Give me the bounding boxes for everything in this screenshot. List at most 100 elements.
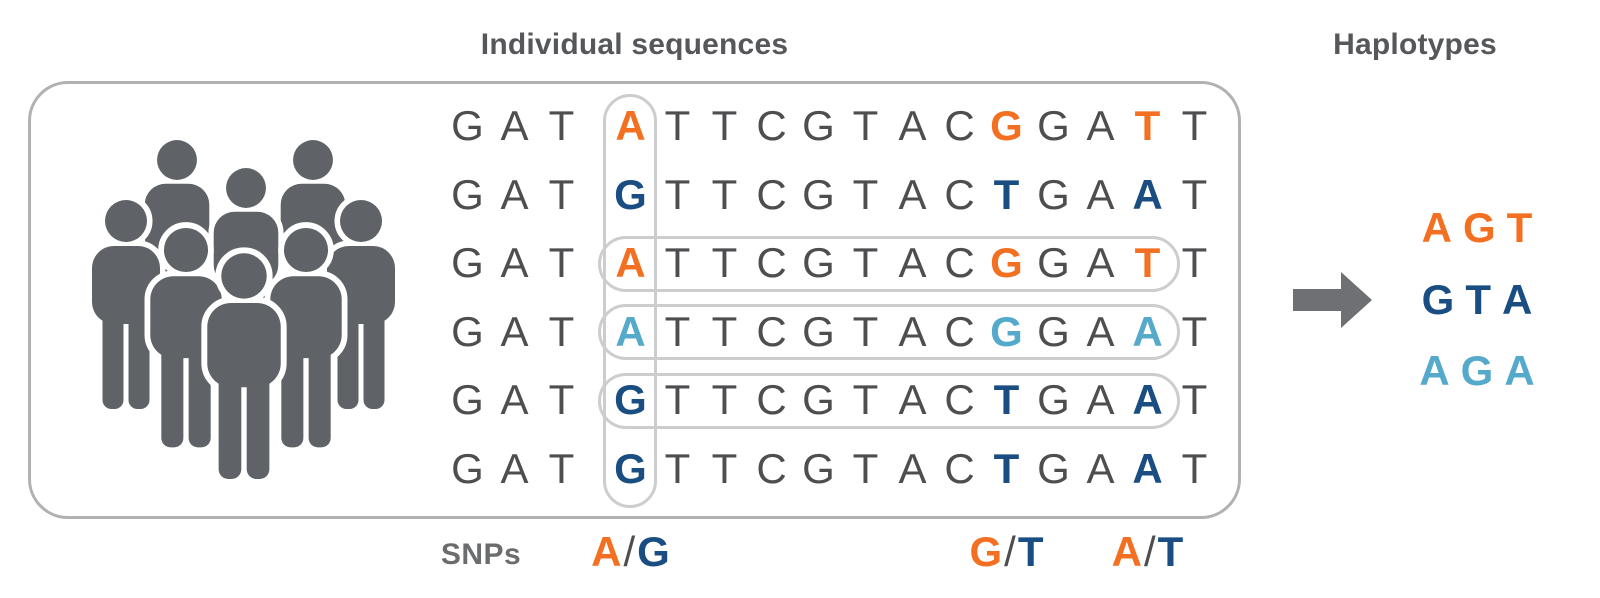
- base: G: [1037, 307, 1070, 355]
- base: A: [500, 307, 529, 355]
- base: C: [944, 444, 975, 492]
- haplotype-allele: T: [1465, 276, 1491, 323]
- base: T: [664, 376, 691, 424]
- base: T: [548, 376, 575, 424]
- base: T: [548, 444, 575, 492]
- base: T: [852, 307, 879, 355]
- base: C: [944, 376, 975, 424]
- base: G: [802, 376, 835, 424]
- base: C: [944, 102, 975, 149]
- base: A: [1086, 239, 1115, 287]
- base: G: [451, 307, 484, 355]
- base: A: [1086, 376, 1115, 424]
- snp-base: A: [1132, 307, 1163, 355]
- base: T: [548, 170, 575, 218]
- base: T: [664, 102, 691, 149]
- base: T: [664, 170, 691, 218]
- haplotype-allele: A: [1501, 276, 1533, 323]
- snp-base: T: [993, 444, 1020, 492]
- sequence-segment-highlight: [598, 235, 1180, 292]
- base: G: [451, 170, 484, 218]
- base: A: [1086, 307, 1115, 355]
- base: A: [898, 444, 927, 492]
- snp-allele-left: A: [591, 528, 622, 575]
- snp-allele-label: A/T: [1112, 528, 1184, 576]
- snp-base: A: [1132, 170, 1163, 218]
- base: C: [944, 239, 975, 287]
- base: T: [548, 307, 575, 355]
- sequence-segment-highlight: [598, 372, 1180, 429]
- base: T: [664, 307, 691, 355]
- base: G: [451, 239, 484, 287]
- haplotype-allele: A: [1419, 347, 1450, 394]
- base: C: [756, 376, 787, 424]
- right-arrow-icon: [1293, 272, 1372, 328]
- snp-allele-left: G: [969, 528, 1003, 575]
- base: T: [852, 444, 879, 492]
- snp-base: A: [1132, 444, 1163, 492]
- base: T: [1181, 444, 1208, 492]
- base: T: [852, 170, 879, 218]
- snp-base: T: [1134, 239, 1161, 287]
- base: G: [451, 376, 484, 424]
- haplotype-allele: G: [1463, 204, 1496, 251]
- base: A: [500, 444, 529, 492]
- base: G: [802, 102, 835, 149]
- snp-base: T: [993, 376, 1020, 424]
- haplotype-allele: G: [1460, 347, 1494, 394]
- base: T: [711, 307, 738, 355]
- base: A: [898, 102, 927, 149]
- snp-base: G: [990, 307, 1023, 355]
- base: A: [1086, 102, 1115, 149]
- snp-base: G: [614, 170, 647, 218]
- base: C: [756, 239, 787, 287]
- haplotype-allele: A: [1504, 347, 1535, 394]
- snps-label: SNPs: [440, 538, 522, 571]
- base: A: [500, 102, 529, 149]
- base: T: [852, 239, 879, 287]
- snp-base: T: [1134, 102, 1161, 149]
- base: A: [898, 170, 927, 218]
- snp-allele-left: A: [1111, 528, 1143, 575]
- base: T: [548, 102, 575, 149]
- base: T: [1181, 170, 1208, 218]
- base: T: [711, 444, 738, 492]
- haplotype-allele: G: [1421, 276, 1455, 323]
- base: T: [711, 239, 738, 287]
- snp-allele-right: T: [1017, 528, 1044, 575]
- base: A: [500, 170, 529, 218]
- base: T: [1181, 102, 1208, 149]
- base: T: [664, 444, 691, 492]
- haplotype-allele: A: [1421, 204, 1453, 251]
- snp-allele-right: T: [1157, 528, 1184, 575]
- base: C: [756, 307, 787, 355]
- base: G: [802, 239, 835, 287]
- snp-column-highlight: [603, 94, 657, 508]
- snp-base: G: [614, 444, 647, 492]
- snp-allele-separator: /: [1004, 528, 1016, 575]
- snp-base: A: [615, 307, 646, 355]
- haplotypes-title: Haplotypes: [1333, 28, 1497, 61]
- base: G: [802, 307, 835, 355]
- base: T: [1181, 376, 1208, 424]
- base: T: [852, 376, 879, 424]
- snp-allele-right: G: [637, 528, 670, 575]
- base: C: [756, 102, 787, 149]
- base: A: [1086, 444, 1115, 492]
- base: G: [451, 102, 484, 149]
- base: C: [944, 307, 975, 355]
- base: G: [1037, 102, 1070, 149]
- base: C: [756, 444, 787, 492]
- base: A: [500, 239, 529, 287]
- base: T: [1181, 307, 1208, 355]
- base: G: [451, 444, 484, 492]
- snp-allele-separator: /: [1144, 528, 1156, 575]
- base: T: [1181, 239, 1208, 287]
